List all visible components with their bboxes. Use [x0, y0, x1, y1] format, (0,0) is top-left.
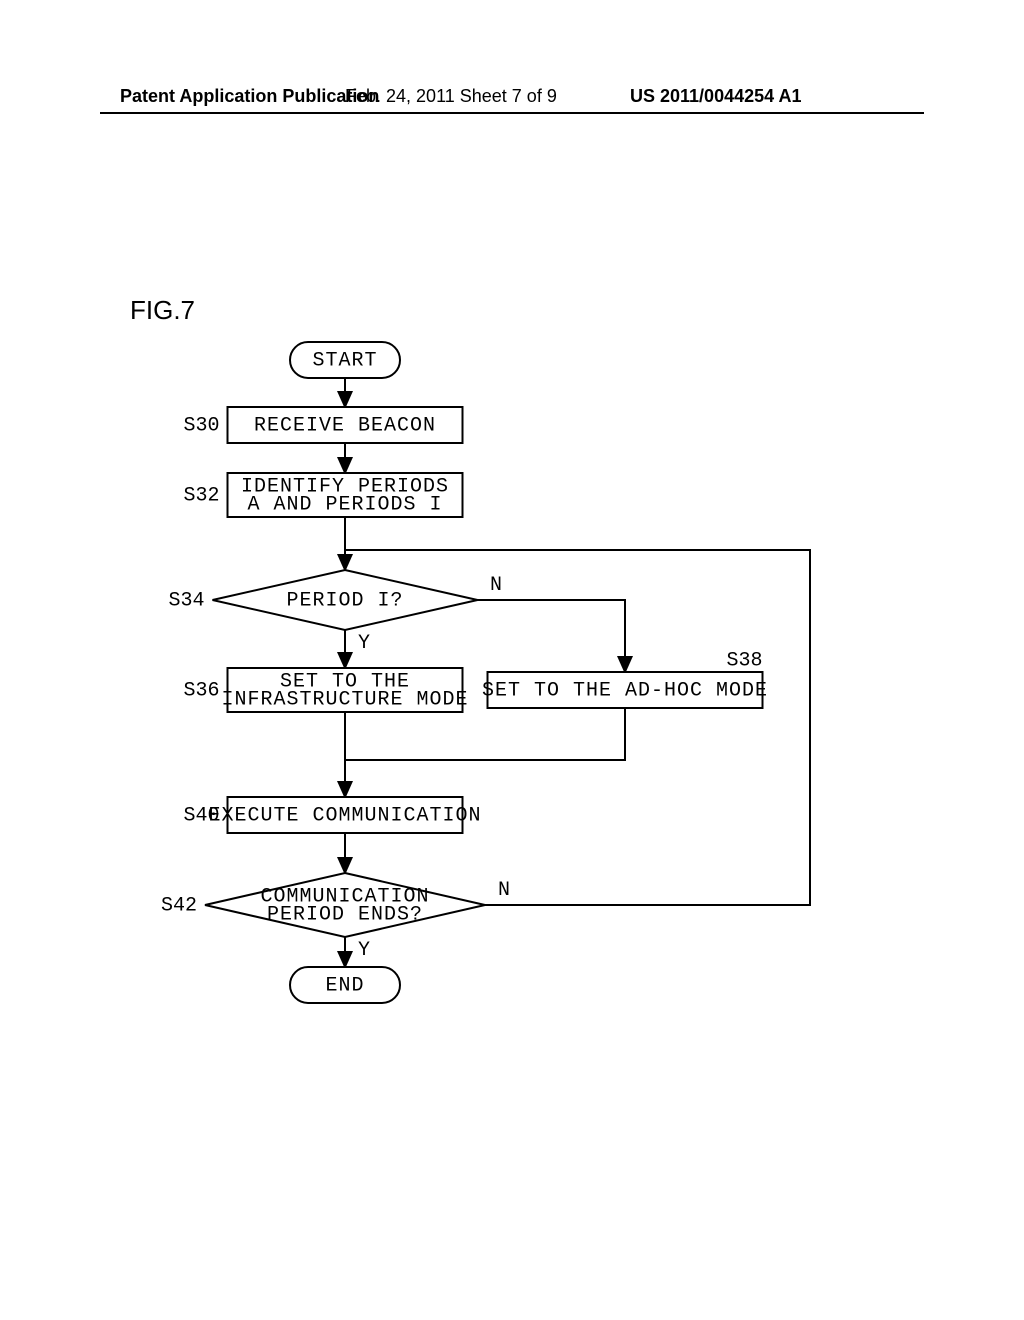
svg-text:SET TO THE AD-HOC MODE: SET TO THE AD-HOC MODE — [482, 679, 768, 702]
svg-text:S36: S36 — [183, 679, 219, 702]
page: Patent Application Publication Feb. 24, … — [0, 0, 1024, 1320]
svg-text:N: N — [490, 574, 502, 597]
svg-text:S34: S34 — [168, 589, 204, 612]
svg-text:PERIOD ENDS?: PERIOD ENDS? — [267, 903, 423, 926]
svg-text:EXECUTE COMMUNICATION: EXECUTE COMMUNICATION — [208, 804, 481, 827]
svg-text:END: END — [325, 974, 364, 997]
svg-text:INFRASTRUCTURE MODE: INFRASTRUCTURE MODE — [221, 688, 468, 711]
svg-text:RECEIVE BEACON: RECEIVE BEACON — [254, 414, 436, 437]
svg-text:N: N — [498, 879, 510, 902]
svg-text:START: START — [312, 349, 377, 372]
flowchart: YNYN STARTRECEIVE BEACONS30IDENTIFY PERI… — [0, 0, 1024, 1320]
svg-text:S42: S42 — [161, 894, 197, 917]
svg-text:Y: Y — [358, 939, 370, 962]
svg-text:Y: Y — [358, 632, 370, 655]
svg-text:S32: S32 — [183, 484, 219, 507]
svg-text:S38: S38 — [726, 649, 762, 672]
svg-text:PERIOD I?: PERIOD I? — [286, 589, 403, 612]
svg-text:S40: S40 — [183, 804, 219, 827]
svg-text:S30: S30 — [183, 414, 219, 437]
svg-text:A AND PERIODS I: A AND PERIODS I — [247, 493, 442, 516]
